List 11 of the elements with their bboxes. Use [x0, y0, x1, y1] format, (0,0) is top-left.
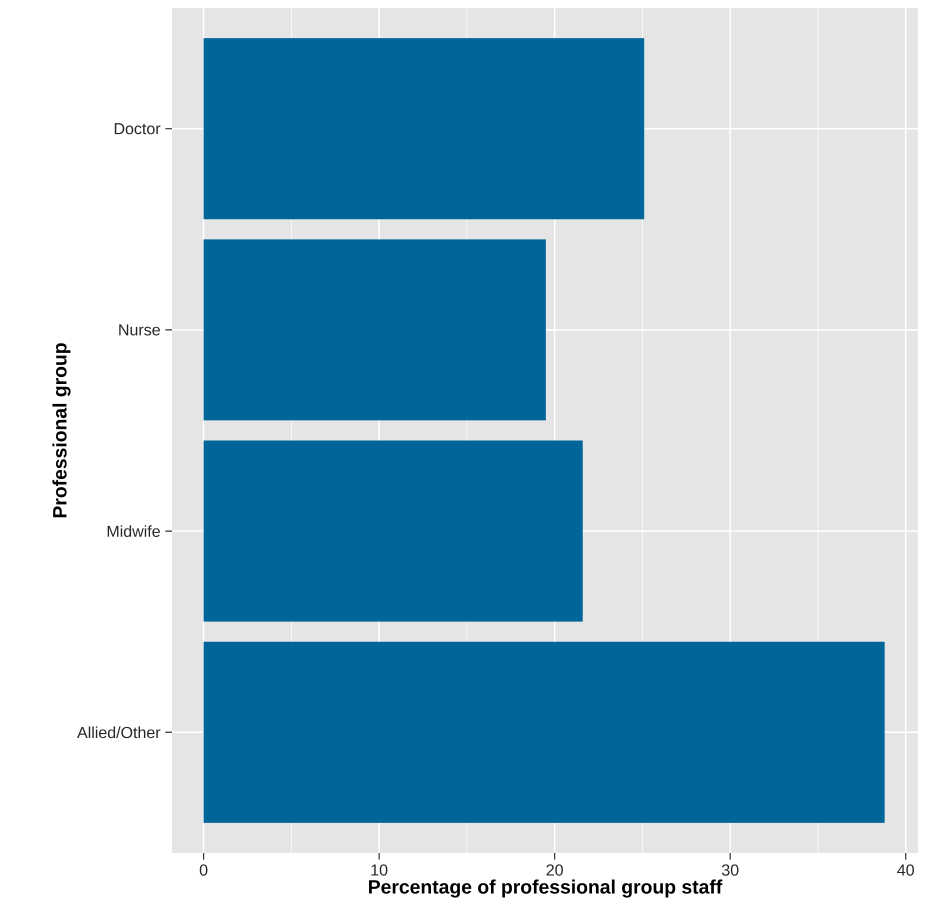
x-tick-label: 40: [897, 864, 914, 876]
y-tick-label: Doctor: [114, 123, 160, 134]
x-tick-label: 30: [722, 864, 738, 876]
x-tick-label: 20: [546, 864, 563, 876]
y-axis-title: Professional group: [52, 343, 71, 518]
y-tick-label: Nurse: [119, 324, 160, 336]
y-tick-label: Allied/Other: [77, 726, 160, 738]
x-tick-label: 10: [371, 864, 388, 876]
y-tick-label: Midwife: [108, 525, 160, 537]
x-tick-label: 0: [200, 864, 208, 876]
x-axis-title: Percentage of professional group staff: [369, 880, 722, 898]
